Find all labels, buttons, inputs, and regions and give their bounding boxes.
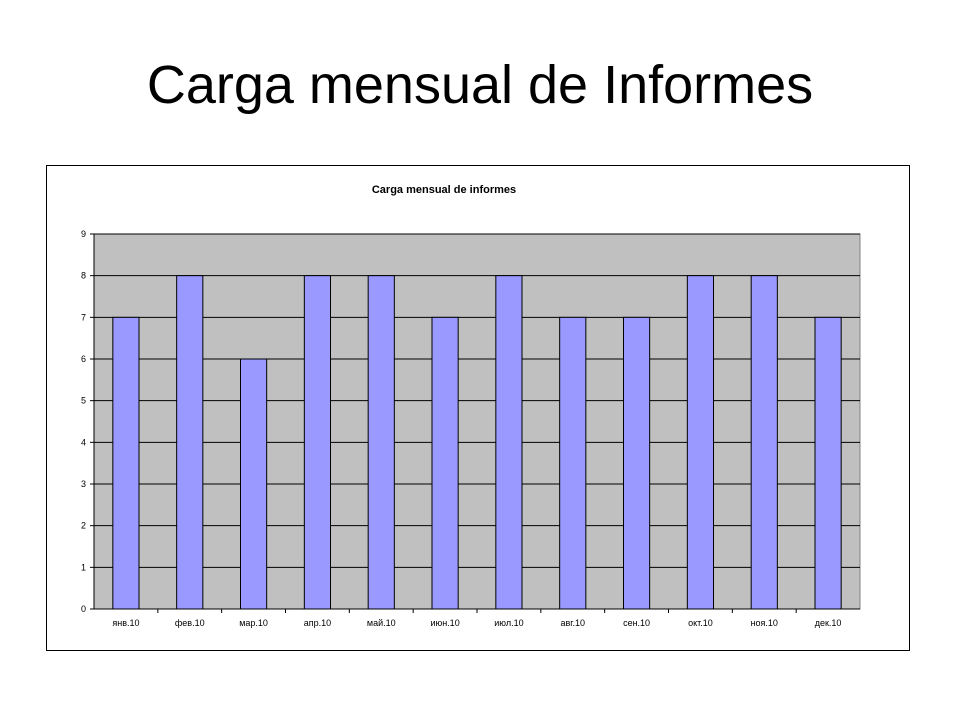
y-tick-label: 8 [81,271,86,281]
x-tick-label: янв.10 [112,618,139,628]
x-tick-label: авг.10 [561,618,585,628]
plot-area [93,233,861,610]
x-tick-label: ноя.10 [751,618,778,628]
y-tick-label: 1 [81,562,86,572]
bar-chart: Carga mensual de informes 0 1 2 3 4 5 6 7 8 9 янв.… [81,184,861,628]
x-tick-label: сен.10 [623,618,650,628]
bar-10 [686,275,715,610]
x-tick-label: июл.10 [494,618,523,628]
x-tick-label: мар.10 [239,618,268,628]
bar-6 [431,316,459,610]
y-tick-label: 6 [81,354,86,364]
bar-7 [495,275,523,610]
x-tick-label: июн.10 [430,618,459,628]
y-tick-label: 4 [81,437,86,447]
y-tick-label: 7 [81,312,86,322]
slide-title: Carga mensual de Informes [146,55,814,115]
chart-frame: Carga mensual de informes 0 1 2 3 4 5 6 7 8 9 янв.… [46,165,910,651]
x-tick-label: апр.10 [304,618,331,628]
x-tick-label: май.10 [367,618,396,628]
y-tick-label: 5 [81,396,86,406]
bar-8 [559,316,587,610]
bar-9 [622,316,651,610]
y-tick-label: 3 [81,479,86,489]
x-tick-label: дек.10 [815,618,842,628]
bar-3 [239,358,268,610]
bar-11 [750,275,778,610]
y-tick-label: 0 [81,604,86,614]
bar-12 [814,316,842,610]
x-tick-label: фев.10 [175,618,205,628]
bar-1 [112,316,140,610]
y-tick-label: 2 [81,521,86,531]
y-tick-label: 9 [81,229,86,239]
bar-4 [303,275,332,610]
x-tick-label: окт.10 [688,618,713,628]
bar-2 [176,275,204,610]
chart-title: Carga mensual de informes [372,184,516,196]
bar-5 [367,275,395,610]
